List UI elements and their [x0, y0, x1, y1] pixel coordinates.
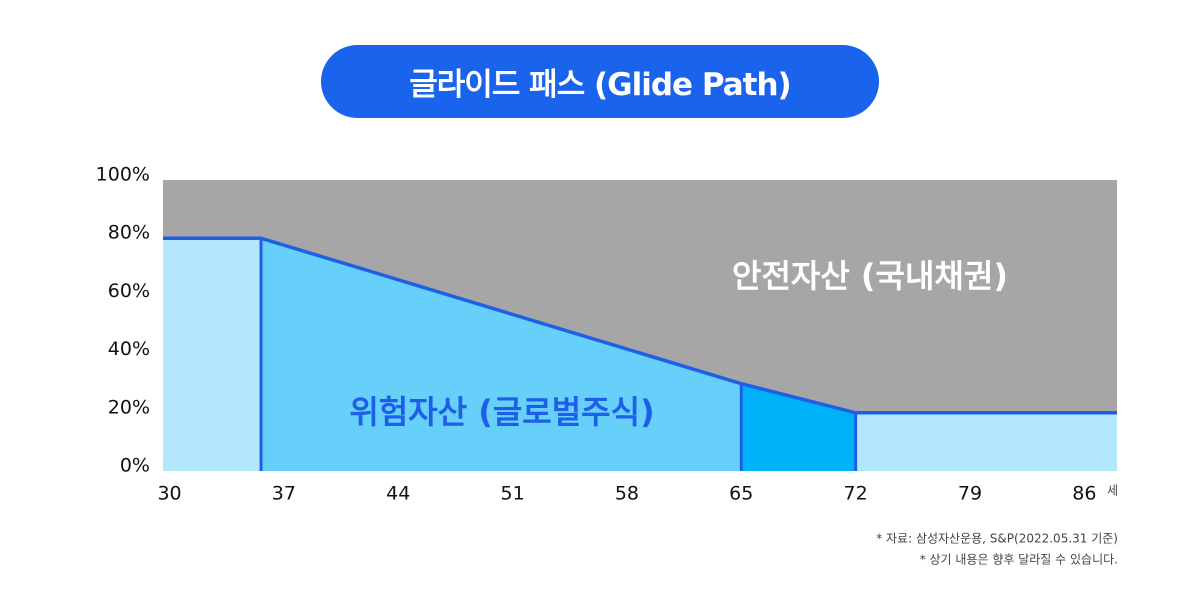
y-tick-label: 40% — [108, 338, 150, 360]
series-line — [163, 236, 1117, 415]
title-pill: 글라이드 패스 (Glide Path) — [321, 45, 879, 118]
x-tick-label: 30 — [157, 483, 181, 505]
x-tick-label: 72 — [844, 483, 868, 505]
note: * 상기 내용은 향후 달라질 수 있습니다. — [920, 553, 1118, 567]
title: 글라이드 패스 (Glide Path) — [409, 67, 791, 103]
x-tick-label: 37 — [272, 483, 296, 505]
note: * 자료: 삼성자산운용, S&P(2022.05.31 기준) — [876, 532, 1118, 546]
background-label: 안전자산 (국내채권) — [732, 257, 1008, 295]
x-tick-label: 65 — [729, 483, 753, 505]
area-segment — [163, 238, 262, 471]
y-tick-label: 60% — [108, 280, 150, 302]
x-tick-label: 86 — [1072, 483, 1096, 505]
y-tick-label: 20% — [108, 396, 150, 418]
x-tick-label: 44 — [386, 483, 410, 505]
x-tick-label: 51 — [500, 483, 524, 505]
area-segment — [261, 238, 742, 471]
y-tick-label: 80% — [108, 222, 150, 244]
y-tick-label: 100% — [96, 164, 150, 186]
x-unit: 세 — [1107, 484, 1118, 498]
y-tick-label: 0% — [120, 455, 150, 477]
x-tick-label: 79 — [958, 483, 982, 505]
x-tick-label: 58 — [615, 483, 639, 505]
area-segment — [855, 412, 1117, 471]
series-label: 위험자산 (글로벌주식) — [349, 393, 654, 431]
